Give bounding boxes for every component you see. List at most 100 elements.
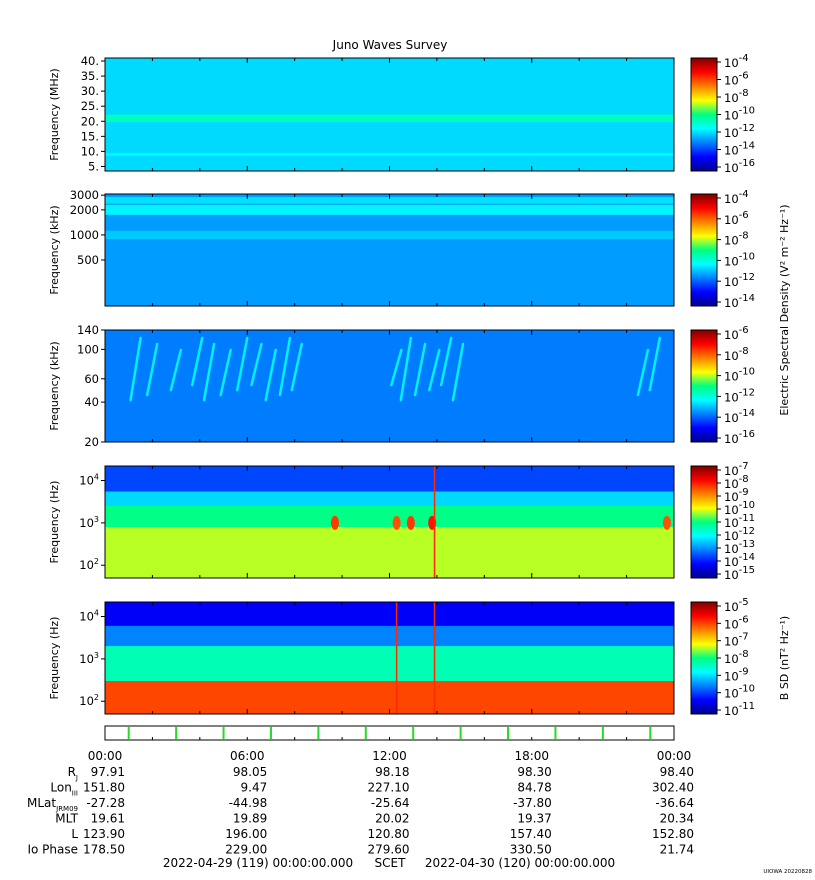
y-axis-label: Frequency (Hz) bbox=[48, 617, 61, 700]
colorbar-tick-label: 10-10 bbox=[724, 106, 755, 123]
y-tick-label: 500 bbox=[77, 253, 99, 267]
ephemeris-value: 229.00 bbox=[225, 843, 267, 857]
radio-burst bbox=[219, 348, 232, 397]
emission-band-1 bbox=[105, 114, 674, 122]
y-tick-label: 2000 bbox=[70, 203, 99, 217]
time-tick-label: 18:00 bbox=[514, 749, 549, 763]
time-tick-label: 00:00 bbox=[88, 749, 123, 763]
time-axis: 00:00 06:00 12:00 18:00 00:00 RJ 97.91 98.05 98.… bbox=[27, 725, 694, 870]
radio-burst bbox=[169, 348, 183, 392]
emission-band-3 bbox=[105, 230, 674, 240]
intensity-layer-3 bbox=[105, 506, 674, 528]
ephemeris-value: 279.60 bbox=[368, 843, 410, 857]
colorbar-tick-label: 10-16 bbox=[724, 429, 755, 446]
ephemeris-value: -44.98 bbox=[229, 796, 268, 810]
colorbar-tick-label: 10-8 bbox=[724, 346, 749, 363]
ephemeris-row-label: LonIII bbox=[50, 781, 78, 798]
radio-burst bbox=[390, 348, 403, 387]
y-tick-label: 35. bbox=[81, 69, 99, 83]
ephemeris-row-label: L bbox=[71, 827, 78, 841]
ephemeris-value: 123.90 bbox=[83, 827, 125, 841]
y-axis-label: Frequency (MHz) bbox=[48, 68, 61, 160]
spectrogram-image bbox=[105, 58, 674, 171]
colorbar-tick-label: 10-16 bbox=[724, 158, 755, 175]
spectrogram-image bbox=[105, 602, 674, 714]
ephemeris-value: 19.61 bbox=[91, 812, 125, 826]
colorbar bbox=[690, 465, 718, 579]
radio-burst bbox=[648, 336, 662, 392]
hot-spot bbox=[330, 515, 339, 530]
ephemeris-value: 84.78 bbox=[517, 781, 551, 795]
spectrogram-image bbox=[105, 330, 674, 442]
y-tick-label: 102 bbox=[79, 693, 99, 708]
radio-burst bbox=[202, 342, 216, 402]
ephemeris-value: 97.91 bbox=[91, 765, 125, 779]
ephemeris-value: 19.89 bbox=[233, 812, 267, 826]
hot-spot bbox=[392, 515, 401, 530]
colorbar-tick-label: 10-12 bbox=[724, 387, 755, 404]
emission-band-1 bbox=[105, 204, 674, 215]
radio-burst bbox=[290, 342, 304, 392]
colorbar bbox=[690, 601, 718, 715]
y-tick-label: 5. bbox=[88, 159, 99, 173]
panel-3: 20 40 60 100 140 Frequency (kHz) 10-6 10-8 10-10… bbox=[48, 323, 755, 449]
y-axis-label: Frequency (kHz) bbox=[48, 205, 61, 294]
ephemeris-value: 98.30 bbox=[517, 765, 551, 779]
colorbar-label: B SD (nT² Hz⁻¹) bbox=[778, 616, 791, 700]
y-tick-label: 20 bbox=[84, 435, 99, 449]
y-tick-label: 102 bbox=[79, 557, 99, 572]
spectrogram-background bbox=[105, 330, 674, 442]
ephemeris-value: 21.74 bbox=[660, 843, 694, 857]
radio-burst bbox=[413, 342, 427, 397]
radio-burst bbox=[636, 348, 650, 397]
figure-title: Juno Waves Survey bbox=[332, 38, 448, 52]
y-tick-label: 100 bbox=[77, 342, 99, 356]
radio-burst bbox=[236, 336, 249, 392]
ephemeris-value: 196.00 bbox=[225, 827, 267, 841]
spectrogram-panels: 5.10.15.20.25.30.35.40. Frequency (MHz) 10… bbox=[48, 53, 791, 718]
y-tick-label: 1000 bbox=[70, 228, 99, 242]
ephemeris-value: 98.18 bbox=[375, 765, 409, 779]
ephemeris-value: 227.10 bbox=[368, 781, 410, 795]
y-tick-label: 104 bbox=[79, 473, 99, 488]
y-axis-label: Frequency (Hz) bbox=[48, 481, 61, 564]
y-axis-label: Frequency (kHz) bbox=[48, 341, 61, 430]
colorbar-tick-label: 10-10 bbox=[724, 367, 755, 384]
ephemeris-row-label: Io Phase bbox=[27, 843, 78, 857]
ephemeris-row-label: MLT bbox=[55, 812, 78, 826]
colorbar-label: Electric Spectral Density (V² m⁻² Hz⁻¹) bbox=[778, 204, 791, 415]
colorbar-tick-label: 10-11 bbox=[724, 701, 755, 718]
ephemeris-value: -36.64 bbox=[655, 796, 694, 810]
intensity-layer-4 bbox=[105, 681, 674, 714]
spectrogram-image bbox=[105, 466, 674, 578]
y-tick-label: 25. bbox=[81, 99, 99, 113]
colorbar-tick-label: 10-14 bbox=[724, 141, 755, 158]
time-tick-label: 12:00 bbox=[372, 749, 407, 763]
footer-start-time: 2022-04-29 (119) 00:00:00.000 bbox=[163, 856, 353, 870]
radio-burst bbox=[129, 336, 142, 402]
ephemeris-value: 20.34 bbox=[660, 812, 694, 826]
intensity-layer-2 bbox=[105, 491, 674, 507]
radio-burst bbox=[145, 342, 159, 397]
time-tick-label: 06:00 bbox=[230, 749, 265, 763]
radio-burst bbox=[278, 336, 292, 397]
spectrogram-image bbox=[105, 194, 674, 306]
colorbar-tick-label: 10-4 bbox=[724, 53, 749, 70]
footer-end-time: 2022-04-30 (120) 00:00:00.000 bbox=[425, 856, 615, 870]
ephemeris-row-label: MLatJRM09 bbox=[27, 796, 78, 813]
y-tick-label: 20. bbox=[81, 114, 99, 128]
ephemeris-value: -25.64 bbox=[371, 796, 410, 810]
colorbar-tick-label: 10-10 bbox=[724, 251, 755, 268]
colorbar-tick-label: 10-5 bbox=[724, 597, 749, 614]
ephemeris-value: 152.80 bbox=[652, 827, 694, 841]
radio-burst bbox=[428, 348, 441, 392]
intensity-layer-4 bbox=[105, 526, 674, 578]
ephemeris-row-label: RJ bbox=[68, 765, 78, 782]
ephemeris-value: 20.02 bbox=[375, 812, 409, 826]
colorbar-tick-label: 10-14 bbox=[724, 293, 755, 310]
footer-time-system: SCET bbox=[375, 856, 407, 870]
y-tick-label: 104 bbox=[79, 609, 99, 624]
